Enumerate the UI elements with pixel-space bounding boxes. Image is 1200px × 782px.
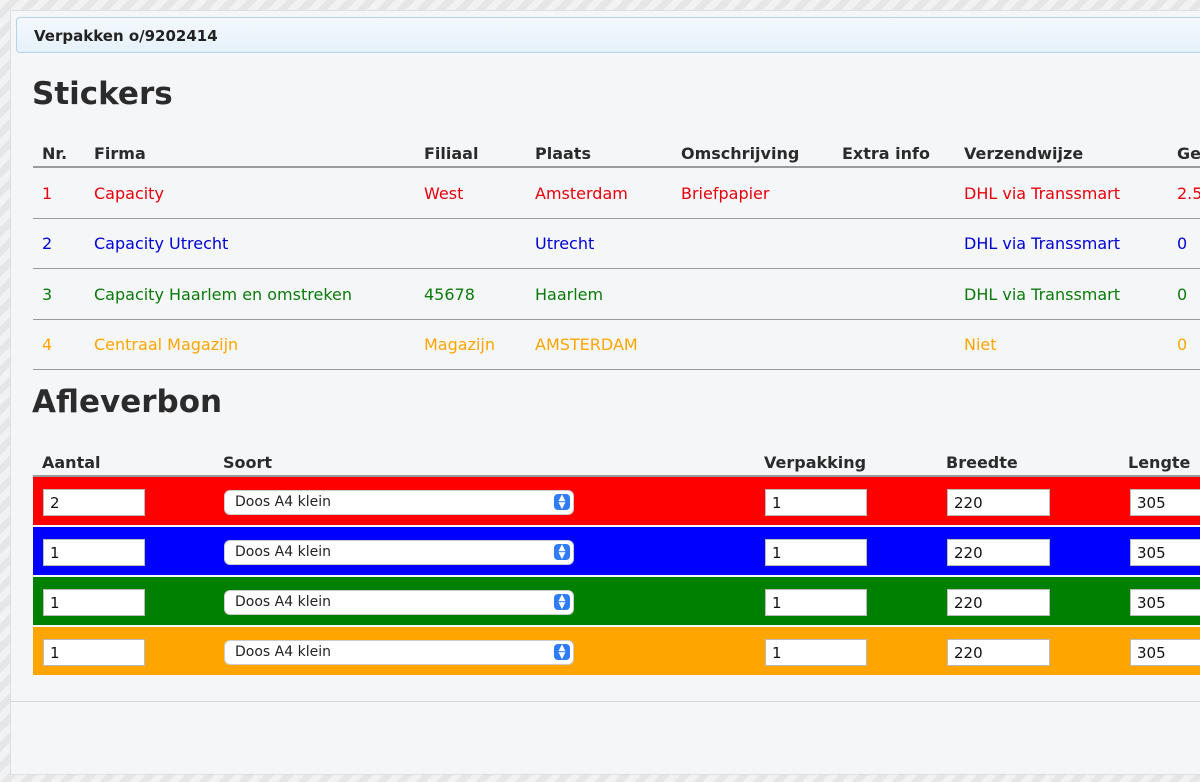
col-firma: Firma (94, 144, 146, 163)
soort-select[interactable]: Doos A4 klein ▲ ▼ (225, 591, 573, 614)
cell-gewicht: 2.5 (1177, 184, 1200, 203)
verpakking-input[interactable] (765, 639, 867, 666)
cell-plaats: Amsterdam (535, 184, 628, 203)
cell-filiaal: West (424, 184, 464, 203)
breedte-input[interactable] (947, 489, 1050, 516)
cell-firma: Capacity Utrecht (94, 234, 229, 253)
breedte-input[interactable] (947, 639, 1050, 666)
table-row[interactable]: 4 Centraal Magazijn Magazijn AMSTERDAM Niet 0 (33, 319, 1200, 370)
afleverbon-row: Doos A4 klein ▲▼ (33, 477, 1200, 525)
verpakken-panel: Verpakken o/9202414 Stickers Nr. Firma F… (10, 10, 1200, 775)
cell-nr: 3 (42, 285, 53, 304)
verpakking-input[interactable] (765, 589, 867, 616)
col-extra-info: Extra info (842, 144, 930, 163)
chevron-up-down-icon[interactable]: ▲ ▼ (554, 494, 570, 511)
table-header-divider (33, 166, 1200, 168)
panel-header: Verpakken o/9202414 (16, 17, 1200, 53)
aantal-input[interactable] (43, 539, 145, 566)
cell-filiaal: Magazijn (424, 335, 495, 354)
cell-firma: Capacity Haarlem en omstreken (94, 285, 352, 304)
col-lengte: Lengte (1128, 453, 1191, 472)
soort-select-value: Doos A4 klein (235, 594, 331, 610)
stickers-heading: Stickers (32, 76, 173, 112)
aantal-input[interactable] (43, 639, 145, 666)
verpakking-input[interactable] (765, 489, 867, 516)
afleverbon-heading: Afleverbon (32, 384, 223, 420)
lengte-input[interactable] (1130, 489, 1200, 516)
verpakking-input[interactable] (765, 539, 867, 566)
cell-gewicht: 0 (1177, 335, 1188, 354)
cell-omschrijving: Briefpapier (681, 184, 770, 203)
aantal-input[interactable] (43, 489, 145, 516)
soort-select[interactable]: Doos A4 klein ▲ ▼ (225, 491, 573, 514)
panel-title: Verpakken o/9202414 (34, 27, 218, 45)
cell-plaats: Utrecht (535, 234, 595, 253)
cell-filiaal: 45678 (424, 285, 475, 304)
footer-divider (11, 701, 1200, 702)
col-verpakking: Verpakking (764, 453, 867, 472)
afleverbon-row: Doos A4 klein ▲▼ (33, 527, 1200, 575)
cell-gewicht: 0 (1177, 234, 1188, 253)
breedte-input[interactable] (947, 539, 1050, 566)
col-breedte: Breedte (946, 453, 1018, 472)
chevron-up-down-icon[interactable]: ▲ ▼ (554, 644, 570, 661)
cell-plaats: AMSTERDAM (535, 335, 638, 354)
cell-verzendwijze: DHL via Transsmart (964, 234, 1121, 253)
col-soort: Soort (223, 453, 273, 472)
col-aantal: Aantal (42, 453, 101, 472)
col-gewicht: Gew (1177, 144, 1200, 163)
col-nr: Nr. (42, 144, 68, 163)
aantal-input[interactable] (43, 589, 145, 616)
cell-nr: 2 (42, 234, 53, 253)
col-plaats: Plaats (535, 144, 591, 163)
cell-verzendwijze: DHL via Transsmart (964, 184, 1121, 203)
table-row[interactable]: 1 Capacity West Amsterdam Briefpapier DHL via… (33, 168, 1200, 219)
breedte-input[interactable] (947, 589, 1050, 616)
col-omschrijving: Omschrijving (681, 144, 800, 163)
afleverbon-row: Doos A4 klein ▲▼ (33, 627, 1200, 675)
cell-firma: Centraal Magazijn (94, 335, 239, 354)
cell-verzendwijze: Niet (964, 335, 997, 354)
soort-select-value: Doos A4 klein (235, 494, 331, 510)
cell-firma: Capacity (94, 184, 164, 203)
cell-plaats: Haarlem (535, 285, 604, 304)
chevron-up-down-icon[interactable]: ▲ ▼ (554, 544, 570, 561)
col-verzendwijze: Verzendwijze (964, 144, 1084, 163)
table-header-divider (33, 475, 1200, 477)
soort-select-value: Doos A4 klein (235, 544, 331, 560)
soort-select[interactable]: Doos A4 klein ▲ ▼ (225, 641, 573, 664)
table-row[interactable]: 3 Capacity Haarlem en omstreken 45678 Haarl… (33, 269, 1200, 320)
lengte-input[interactable] (1130, 589, 1200, 616)
cell-nr: 1 (42, 184, 53, 203)
lengte-input[interactable] (1130, 539, 1200, 566)
table-row[interactable]: 2 Capacity Utrecht Utrecht DHL via Transsma… (33, 218, 1200, 269)
lengte-input[interactable] (1130, 639, 1200, 666)
afleverbon-row: Doos A4 klein ▲▼ (33, 577, 1200, 625)
soort-select[interactable]: Doos A4 klein ▲ ▼ (225, 541, 573, 564)
cell-verzendwijze: DHL via Transsmart (964, 285, 1121, 304)
chevron-up-down-icon[interactable]: ▲ ▼ (554, 594, 570, 611)
col-filiaal: Filiaal (424, 144, 479, 163)
cell-nr: 4 (42, 335, 53, 354)
soort-select-value: Doos A4 klein (235, 644, 331, 660)
cell-gewicht: 0 (1177, 285, 1188, 304)
